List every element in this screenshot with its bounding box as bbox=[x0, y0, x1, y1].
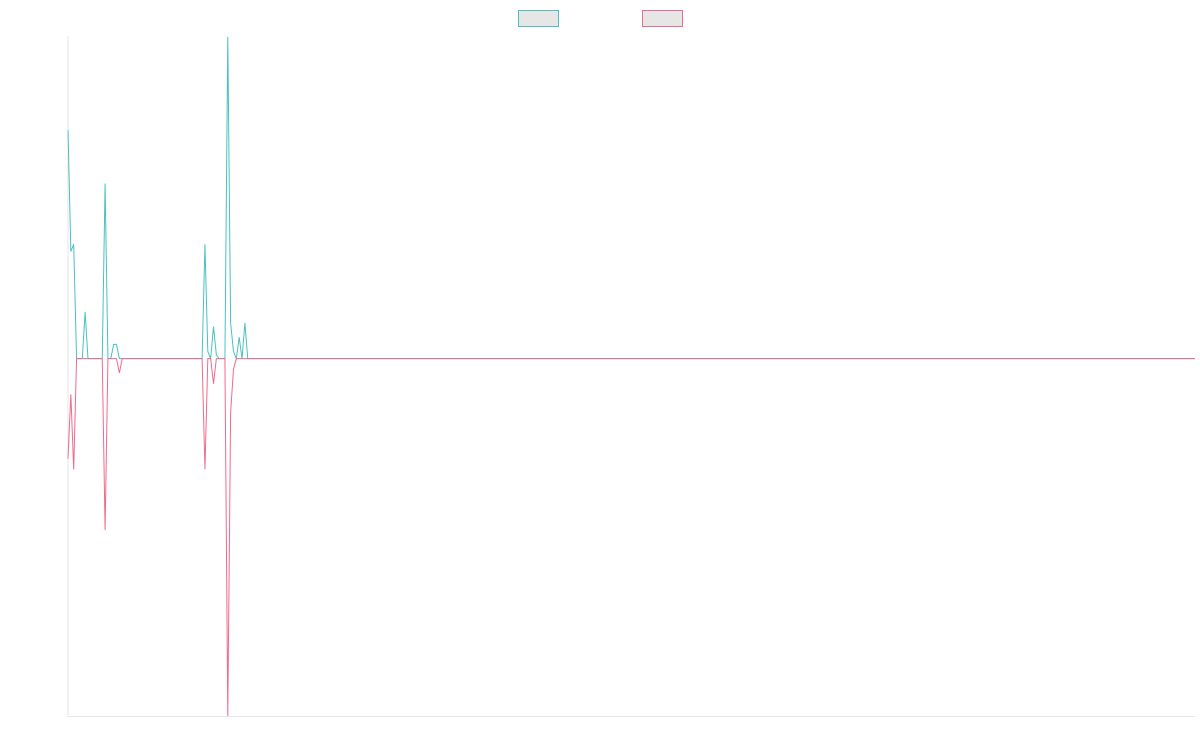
series-line-1 bbox=[67, 36, 1195, 361]
series-layer bbox=[67, 36, 1195, 717]
legend-swatch-2[interactable] bbox=[642, 10, 683, 27]
legend bbox=[518, 10, 683, 27]
series-line-2 bbox=[67, 358, 1195, 717]
legend-swatch-1[interactable] bbox=[518, 10, 559, 27]
